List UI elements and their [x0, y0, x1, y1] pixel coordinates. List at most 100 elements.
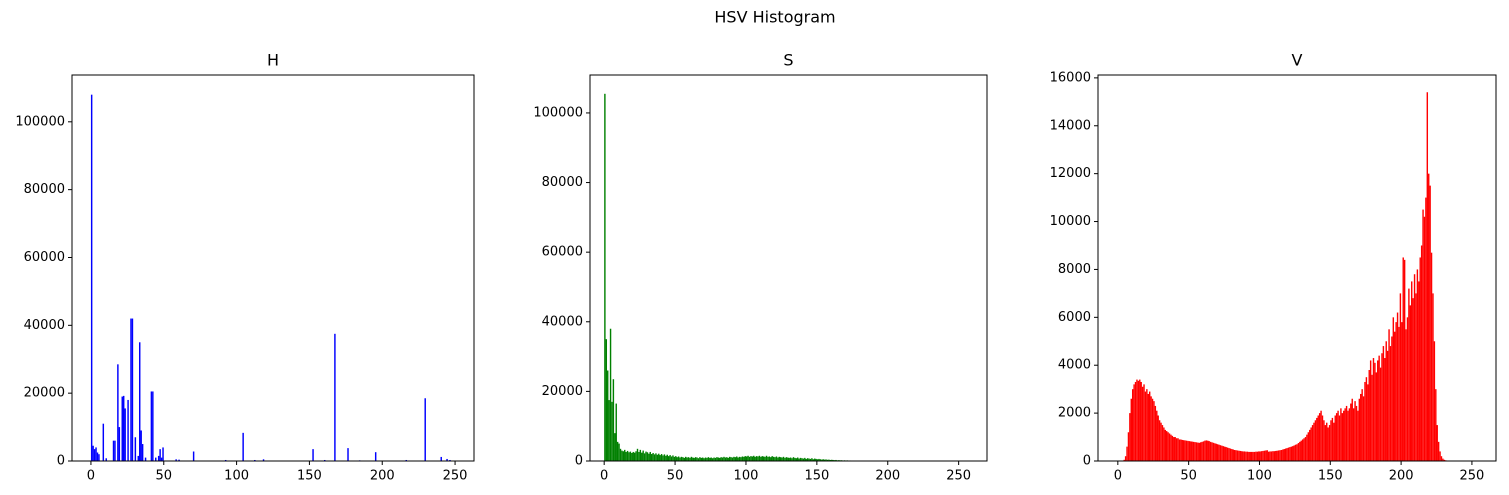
bar — [1401, 322, 1403, 461]
bar — [611, 401, 613, 461]
bar — [605, 339, 608, 461]
bar — [1382, 346, 1385, 461]
bar — [672, 455, 674, 461]
x-tick-label: 50 — [155, 469, 172, 484]
bar — [683, 457, 685, 461]
bar — [1207, 440, 1209, 461]
bar — [1375, 372, 1378, 461]
bar — [112, 440, 115, 461]
bar — [1287, 447, 1290, 461]
bar — [747, 455, 749, 461]
bar — [1173, 437, 1175, 461]
bar — [1335, 413, 1338, 461]
bar — [1250, 451, 1253, 461]
bar — [684, 456, 687, 461]
bar — [782, 456, 785, 461]
bar — [815, 458, 817, 461]
bar — [1123, 459, 1125, 461]
bar — [312, 449, 314, 461]
bar — [1134, 381, 1137, 461]
bar — [1177, 438, 1179, 461]
bar — [1296, 444, 1298, 461]
bar — [1146, 389, 1148, 461]
bar — [1352, 408, 1355, 461]
bar — [1171, 435, 1174, 461]
bar — [826, 459, 829, 461]
bar — [1347, 410, 1349, 461]
bar — [1425, 197, 1427, 461]
bar — [632, 451, 634, 461]
x-tick-label: 200 — [875, 469, 900, 484]
x-tick-label: 150 — [1318, 469, 1343, 484]
bar — [832, 459, 834, 461]
bar — [692, 457, 694, 461]
bar — [1368, 370, 1370, 461]
bar — [639, 449, 642, 461]
bar — [662, 455, 664, 461]
y-tick-label: 2000 — [1058, 406, 1091, 421]
bar — [736, 456, 738, 461]
bar — [658, 453, 660, 461]
bar — [737, 457, 739, 461]
bar — [1316, 417, 1318, 461]
bar — [633, 452, 636, 461]
bar — [663, 454, 666, 461]
bar — [1256, 451, 1259, 461]
bar — [693, 457, 695, 461]
bar — [1170, 434, 1172, 461]
bar — [784, 457, 786, 461]
bar — [242, 432, 244, 461]
bar — [1433, 341, 1436, 461]
bar — [1195, 442, 1198, 461]
bar — [121, 396, 123, 461]
bar — [1313, 422, 1315, 461]
bar — [808, 458, 810, 461]
bar — [1185, 440, 1188, 461]
bar — [1144, 391, 1147, 461]
bar — [822, 459, 824, 461]
bar — [157, 455, 160, 461]
bar — [710, 457, 712, 461]
bar — [152, 391, 154, 461]
bar — [1202, 441, 1205, 461]
bar — [811, 458, 813, 461]
bar — [1304, 437, 1307, 461]
bar — [1167, 432, 1169, 461]
y-tick-label: 12000 — [1050, 166, 1091, 181]
x-tick-label: 50 — [667, 469, 684, 484]
x-tick-label: 200 — [370, 469, 395, 484]
bar — [669, 455, 671, 461]
bar — [1432, 293, 1434, 461]
bar — [697, 458, 700, 461]
bar — [1199, 442, 1202, 461]
bar — [1238, 450, 1240, 461]
bar — [98, 454, 100, 461]
bar — [795, 458, 798, 461]
bar — [102, 423, 105, 461]
bar — [1276, 450, 1278, 461]
bar — [670, 456, 673, 461]
bar — [137, 455, 139, 461]
bar — [694, 457, 697, 461]
bar — [1262, 450, 1264, 461]
bar — [791, 458, 793, 461]
bar — [1378, 355, 1380, 461]
bar — [1163, 427, 1165, 461]
bar — [1422, 209, 1424, 461]
x-tick-label: 50 — [1180, 469, 1197, 484]
bar — [155, 457, 157, 461]
x-tick-label: 100 — [734, 469, 759, 484]
bar — [114, 440, 116, 461]
bar — [1367, 384, 1369, 461]
bar — [160, 457, 163, 461]
bar — [1150, 396, 1152, 461]
bar — [1306, 434, 1308, 461]
bar — [755, 456, 758, 461]
x-tick-label: 150 — [804, 469, 829, 484]
bar — [1157, 415, 1159, 461]
bar — [1270, 451, 1273, 461]
bar — [1396, 312, 1399, 461]
axes-title: S — [783, 51, 793, 70]
bar — [1187, 440, 1189, 461]
bar — [1246, 451, 1249, 461]
